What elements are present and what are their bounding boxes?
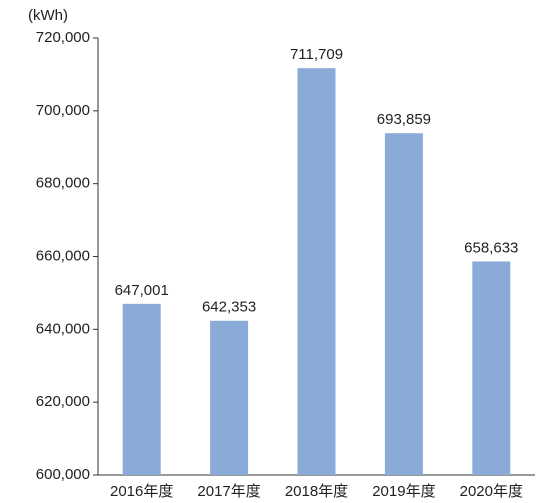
value-label: 711,709 (290, 46, 343, 63)
bar (472, 261, 511, 475)
bar (384, 133, 423, 475)
x-tick-label: 2017年度 (197, 483, 260, 500)
y-tick-label: 720,000 (36, 29, 90, 46)
y-tick-label: 680,000 (36, 175, 90, 192)
value-label: 693,859 (377, 111, 431, 128)
value-label: 642,353 (202, 299, 256, 316)
x-tick-label: 2016年度 (110, 483, 173, 500)
y-axis-label: (kWh) (28, 7, 68, 24)
y-tick-label: 660,000 (36, 247, 90, 264)
bar (297, 68, 336, 476)
x-tick-label: 2020年度 (460, 483, 523, 500)
x-tick-label: 2018年度 (285, 483, 348, 500)
y-tick-label: 640,000 (36, 320, 90, 337)
bar (210, 320, 249, 475)
y-tick-label: 700,000 (36, 102, 90, 119)
y-tick-label: 620,000 (36, 393, 90, 410)
bar (122, 303, 161, 475)
y-tick-label: 600,000 (36, 466, 90, 483)
value-label: 647,001 (115, 282, 169, 299)
x-tick-label: 2019年度 (372, 483, 435, 500)
value-label: 658,633 (464, 239, 518, 256)
